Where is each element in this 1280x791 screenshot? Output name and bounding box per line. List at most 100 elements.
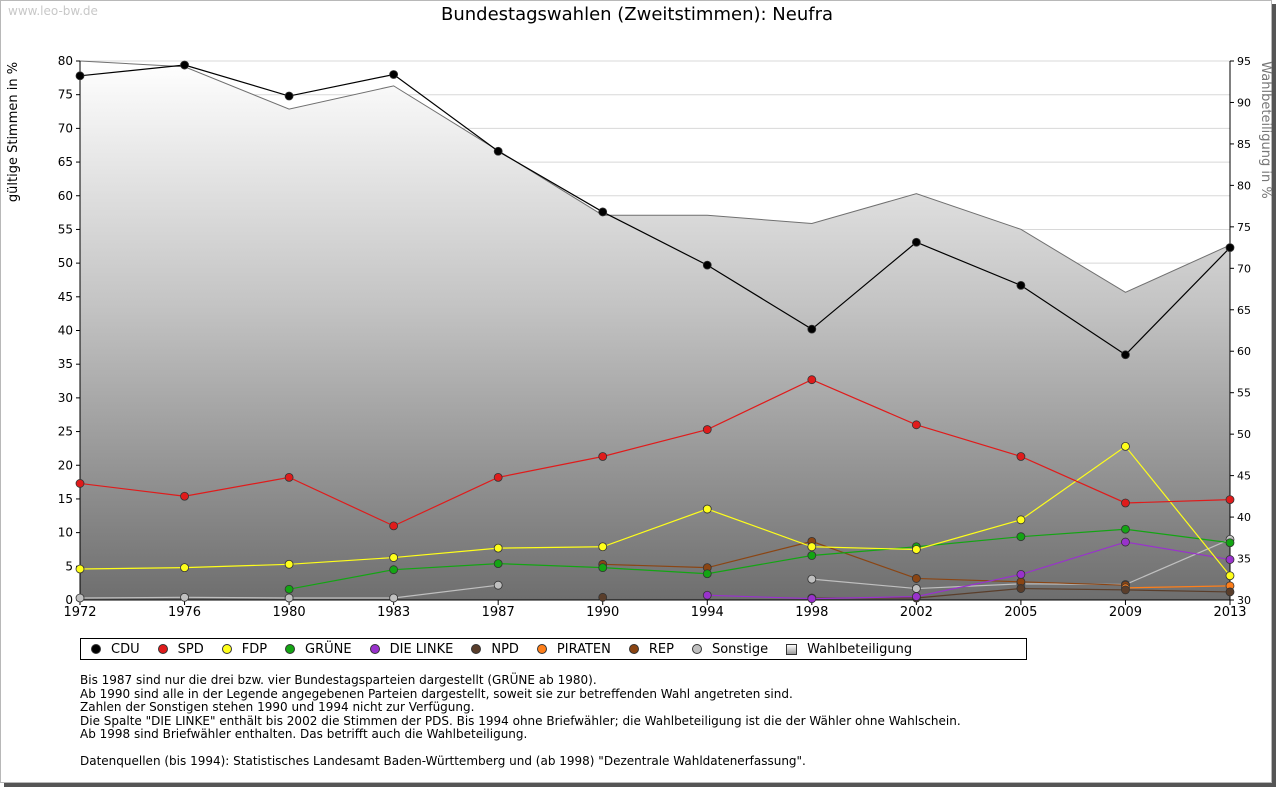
data-point bbox=[911, 420, 921, 430]
turnout-area bbox=[79, 60, 1231, 600]
notes: Bis 1987 sind nur die drei bzw. vier Bun… bbox=[80, 673, 961, 768]
data-point bbox=[1016, 532, 1026, 542]
legend-label: DIE LINKE bbox=[389, 641, 454, 657]
legend-item: DIE LINKE bbox=[369, 641, 454, 657]
data-point bbox=[807, 594, 817, 604]
series-line bbox=[707, 541, 1231, 600]
legend-label: REP bbox=[648, 641, 674, 657]
data-point bbox=[598, 592, 608, 602]
y-tick-label: 35 bbox=[58, 357, 73, 371]
data-point bbox=[389, 553, 399, 562]
data-point bbox=[284, 91, 294, 101]
y-tick-label: 75 bbox=[58, 88, 73, 102]
data-point bbox=[702, 260, 712, 270]
data-point bbox=[1225, 243, 1235, 253]
legend-label: SPD bbox=[177, 641, 204, 657]
data-point bbox=[598, 452, 608, 461]
data-point bbox=[389, 70, 399, 79]
legend-item: GRÜNE bbox=[285, 642, 352, 657]
y2-axis-label: Wahlbeteiligung in % bbox=[1258, 61, 1273, 198]
data-point bbox=[284, 593, 294, 603]
data-point bbox=[389, 521, 399, 531]
data-point bbox=[1225, 555, 1235, 564]
data-point bbox=[911, 574, 921, 583]
series-line bbox=[79, 64, 1231, 356]
data-point bbox=[702, 504, 712, 514]
y2-tick-label: 55 bbox=[1237, 387, 1251, 400]
y-tick-label: 10 bbox=[58, 526, 73, 540]
series-line bbox=[79, 445, 1231, 577]
series-fdp bbox=[75, 441, 1235, 581]
x-tick-label: 2005 bbox=[1004, 605, 1037, 620]
data-point bbox=[1016, 452, 1026, 461]
legend-swatch bbox=[285, 644, 296, 654]
x-tick-label: 1972 bbox=[63, 605, 96, 620]
data-point bbox=[598, 563, 608, 573]
data-point bbox=[180, 592, 189, 602]
legend-item: SPD bbox=[157, 641, 204, 657]
data-point bbox=[807, 324, 817, 334]
data-point bbox=[493, 559, 503, 569]
y-tick-label: 0 bbox=[65, 593, 73, 607]
note-line: Bis 1987 sind nur die drei bzw. vier Bun… bbox=[80, 673, 597, 687]
y-tick-label: 45 bbox=[58, 290, 73, 304]
x-tick-label: 1976 bbox=[168, 605, 201, 620]
data-point bbox=[807, 375, 817, 385]
series-die-linke bbox=[702, 537, 1235, 604]
x-tick-label: 2013 bbox=[1213, 605, 1246, 620]
data-point bbox=[807, 551, 817, 560]
legend: CDU SPD FDP GRÜNE DIE LINKE NPD PIRATEN REP Sons… bbox=[80, 638, 1027, 660]
y-tick-label: 50 bbox=[58, 256, 73, 270]
data-point bbox=[1016, 569, 1026, 579]
y2-tick-label: 70 bbox=[1237, 262, 1251, 275]
legend-swatch bbox=[691, 644, 702, 654]
legend-swatch bbox=[786, 643, 798, 655]
data-point bbox=[1121, 524, 1130, 534]
note-line: Zahlen der Sonstigen stehen 1990 und 199… bbox=[80, 700, 475, 714]
y-tick-label: 25 bbox=[58, 425, 73, 439]
legend-swatch bbox=[157, 644, 168, 654]
data-point bbox=[75, 564, 85, 574]
legend-item: REP bbox=[628, 641, 674, 657]
y-tick-label: 80 bbox=[58, 54, 73, 68]
data-point bbox=[702, 590, 712, 600]
y2-tick-label: 65 bbox=[1237, 304, 1251, 317]
legend-label: CDU bbox=[111, 641, 140, 657]
series-line bbox=[288, 528, 1231, 590]
series-spd bbox=[75, 375, 1235, 531]
x-tick-label: 2002 bbox=[900, 605, 933, 620]
data-point bbox=[1121, 498, 1130, 508]
legend-swatch bbox=[91, 644, 101, 654]
watermark: www.leo-bw.de bbox=[8, 4, 98, 18]
data-point bbox=[1016, 584, 1026, 593]
data-point bbox=[1121, 585, 1130, 595]
legend-label: GRÜNE bbox=[305, 641, 352, 657]
y-tick-label: 15 bbox=[58, 492, 73, 506]
legend-swatch bbox=[369, 644, 380, 654]
data-point bbox=[493, 580, 503, 590]
note-line: Die Spalte "DIE LINKE" enthält bis 2002 … bbox=[80, 713, 961, 728]
data-point bbox=[1121, 350, 1130, 360]
data-point bbox=[180, 60, 189, 70]
data-point bbox=[1225, 538, 1235, 548]
y-tick-label: 20 bbox=[58, 458, 73, 472]
data-point bbox=[598, 207, 608, 217]
note-line: Ab 1990 sind alle in der Legende angegeb… bbox=[80, 686, 793, 701]
legend-label: Sonstige bbox=[711, 641, 769, 657]
data-point bbox=[1225, 571, 1235, 581]
data-point bbox=[807, 542, 817, 552]
x-tick-label: 1987 bbox=[482, 605, 515, 620]
data-point bbox=[702, 425, 712, 434]
x-tick-label: 1990 bbox=[586, 605, 619, 620]
data-point bbox=[807, 574, 817, 584]
legend-label: NPD bbox=[491, 641, 519, 657]
data-point bbox=[284, 559, 294, 569]
y-axis-label: gültige Stimmen in % bbox=[6, 62, 21, 202]
note-line: Ab 1998 sind Briefwähler enthalten. Das … bbox=[80, 727, 528, 741]
x-tick-label: 1983 bbox=[377, 605, 410, 620]
data-point bbox=[493, 543, 503, 553]
series-line bbox=[1125, 585, 1231, 589]
series-cdu bbox=[75, 60, 1235, 360]
data-point bbox=[180, 563, 189, 573]
source-line: Datenquellen (bis 1994): Statistisches L… bbox=[80, 753, 806, 768]
